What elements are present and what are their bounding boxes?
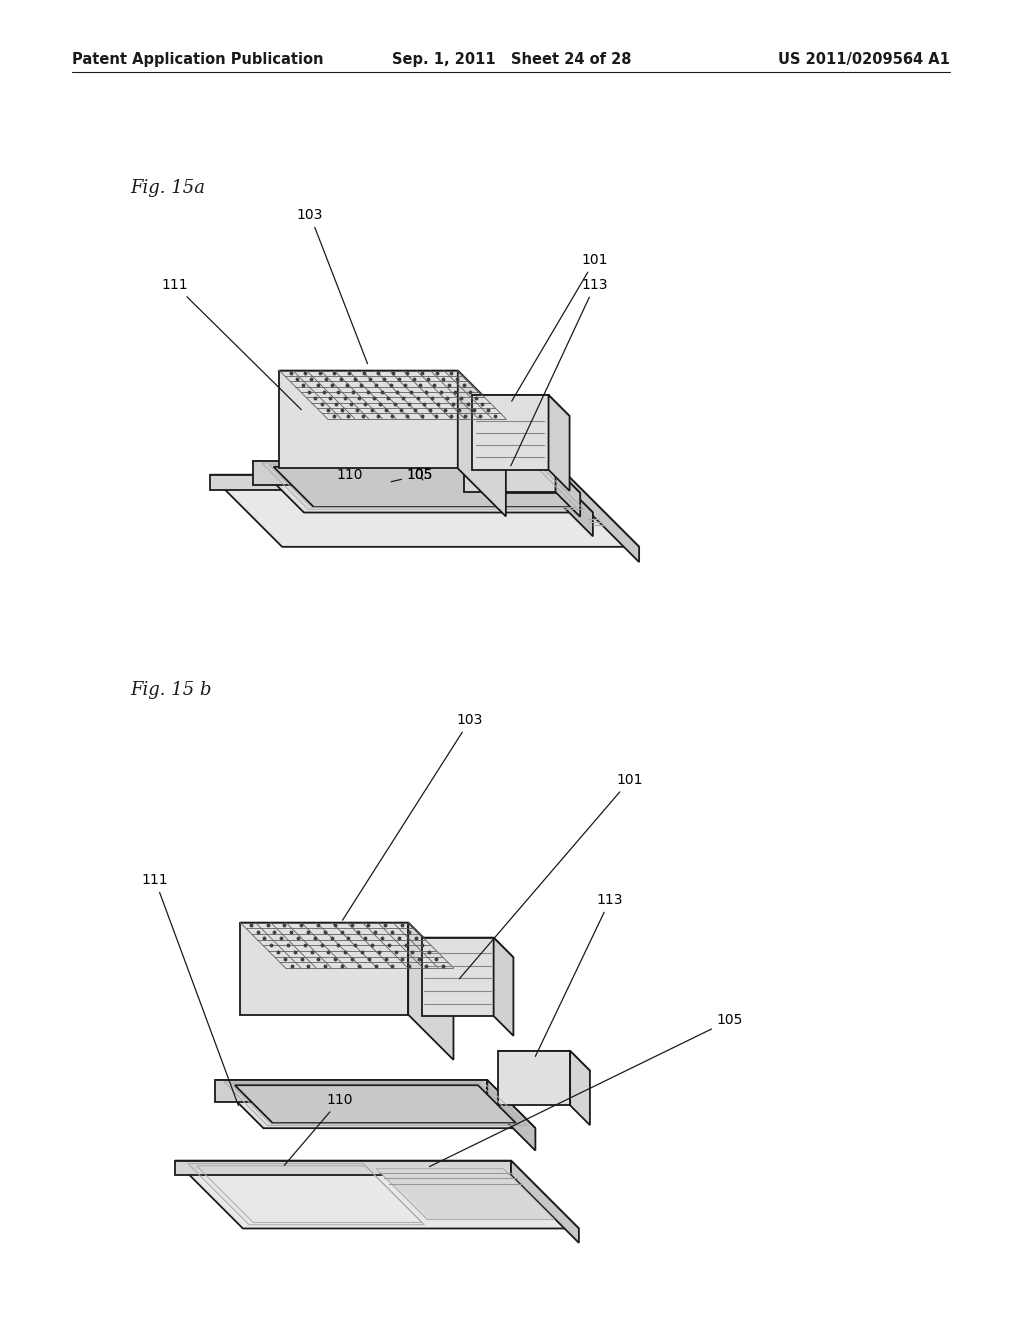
Text: US 2011/0209564 A1: US 2011/0209564 A1 — [778, 51, 950, 67]
Text: 103: 103 — [297, 209, 368, 364]
Polygon shape — [464, 469, 556, 492]
Polygon shape — [241, 923, 454, 968]
Polygon shape — [280, 371, 506, 418]
Text: 103: 103 — [342, 713, 483, 920]
Polygon shape — [253, 462, 593, 512]
Polygon shape — [464, 469, 581, 492]
Polygon shape — [210, 475, 639, 546]
Text: 110: 110 — [337, 469, 364, 482]
Text: 101: 101 — [512, 253, 608, 401]
Polygon shape — [567, 475, 639, 562]
Polygon shape — [570, 1051, 590, 1125]
Text: Fig. 15a: Fig. 15a — [130, 180, 205, 197]
Polygon shape — [210, 475, 567, 490]
Polygon shape — [458, 371, 506, 516]
Text: Patent Application Publication: Patent Application Publication — [72, 51, 324, 67]
Text: 111: 111 — [141, 873, 239, 1106]
Polygon shape — [273, 467, 572, 507]
Polygon shape — [175, 1160, 511, 1175]
Polygon shape — [487, 1080, 536, 1151]
Text: Fig. 15 b: Fig. 15 b — [130, 681, 212, 700]
Polygon shape — [175, 1160, 579, 1229]
Polygon shape — [422, 937, 494, 1016]
Text: Sep. 1, 2011   Sheet 24 of 28: Sep. 1, 2011 Sheet 24 of 28 — [392, 51, 632, 67]
Polygon shape — [472, 395, 549, 470]
Polygon shape — [498, 1051, 570, 1105]
Text: 105: 105 — [391, 469, 433, 482]
Polygon shape — [422, 937, 513, 957]
Polygon shape — [376, 1168, 554, 1220]
Text: 105: 105 — [407, 469, 433, 482]
Text: 110: 110 — [285, 1093, 353, 1166]
Polygon shape — [549, 395, 569, 491]
Text: 113: 113 — [536, 894, 624, 1056]
Polygon shape — [241, 923, 409, 1015]
Polygon shape — [409, 923, 454, 1060]
Polygon shape — [280, 371, 458, 469]
Polygon shape — [542, 462, 593, 536]
Polygon shape — [556, 469, 581, 516]
Polygon shape — [494, 937, 513, 1036]
Polygon shape — [253, 462, 542, 486]
Polygon shape — [511, 1160, 579, 1243]
Text: 101: 101 — [460, 774, 643, 978]
Polygon shape — [215, 1080, 536, 1129]
Polygon shape — [498, 1051, 590, 1071]
Text: 113: 113 — [511, 279, 608, 466]
Text: 111: 111 — [162, 279, 301, 409]
Polygon shape — [472, 395, 569, 416]
Polygon shape — [215, 1080, 487, 1102]
Text: 105: 105 — [429, 1012, 743, 1167]
Polygon shape — [234, 1085, 516, 1123]
